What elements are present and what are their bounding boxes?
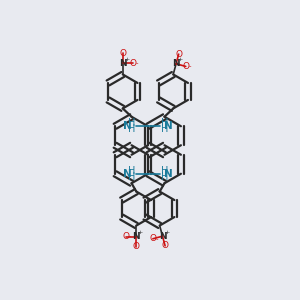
Text: H: H xyxy=(161,172,168,182)
Text: H: H xyxy=(128,118,135,128)
Text: -: - xyxy=(156,236,158,242)
Text: N: N xyxy=(123,121,132,131)
Text: +: + xyxy=(164,230,169,235)
Text: H: H xyxy=(128,166,135,176)
Text: H: H xyxy=(128,124,135,134)
Text: O: O xyxy=(119,49,126,58)
Text: O: O xyxy=(129,59,136,68)
Text: O: O xyxy=(149,234,156,243)
Text: N: N xyxy=(159,232,166,241)
Text: N: N xyxy=(133,232,140,241)
Text: N: N xyxy=(123,169,132,179)
Text: +: + xyxy=(124,57,129,62)
Text: O: O xyxy=(123,232,130,241)
Text: +: + xyxy=(178,57,183,62)
Text: O: O xyxy=(133,242,140,251)
Text: -: - xyxy=(129,234,132,240)
Text: N: N xyxy=(119,59,127,68)
Text: O: O xyxy=(162,241,169,250)
Text: H: H xyxy=(128,172,135,182)
Text: -: - xyxy=(188,63,191,69)
Text: H: H xyxy=(161,166,168,176)
Text: N: N xyxy=(164,121,173,131)
Text: N: N xyxy=(172,59,180,68)
Text: +: + xyxy=(138,230,143,235)
Text: -: - xyxy=(136,60,138,66)
Text: O: O xyxy=(175,50,182,59)
Text: O: O xyxy=(182,62,189,71)
Text: N: N xyxy=(164,169,173,179)
Text: H: H xyxy=(161,118,168,128)
Text: H: H xyxy=(161,124,168,134)
